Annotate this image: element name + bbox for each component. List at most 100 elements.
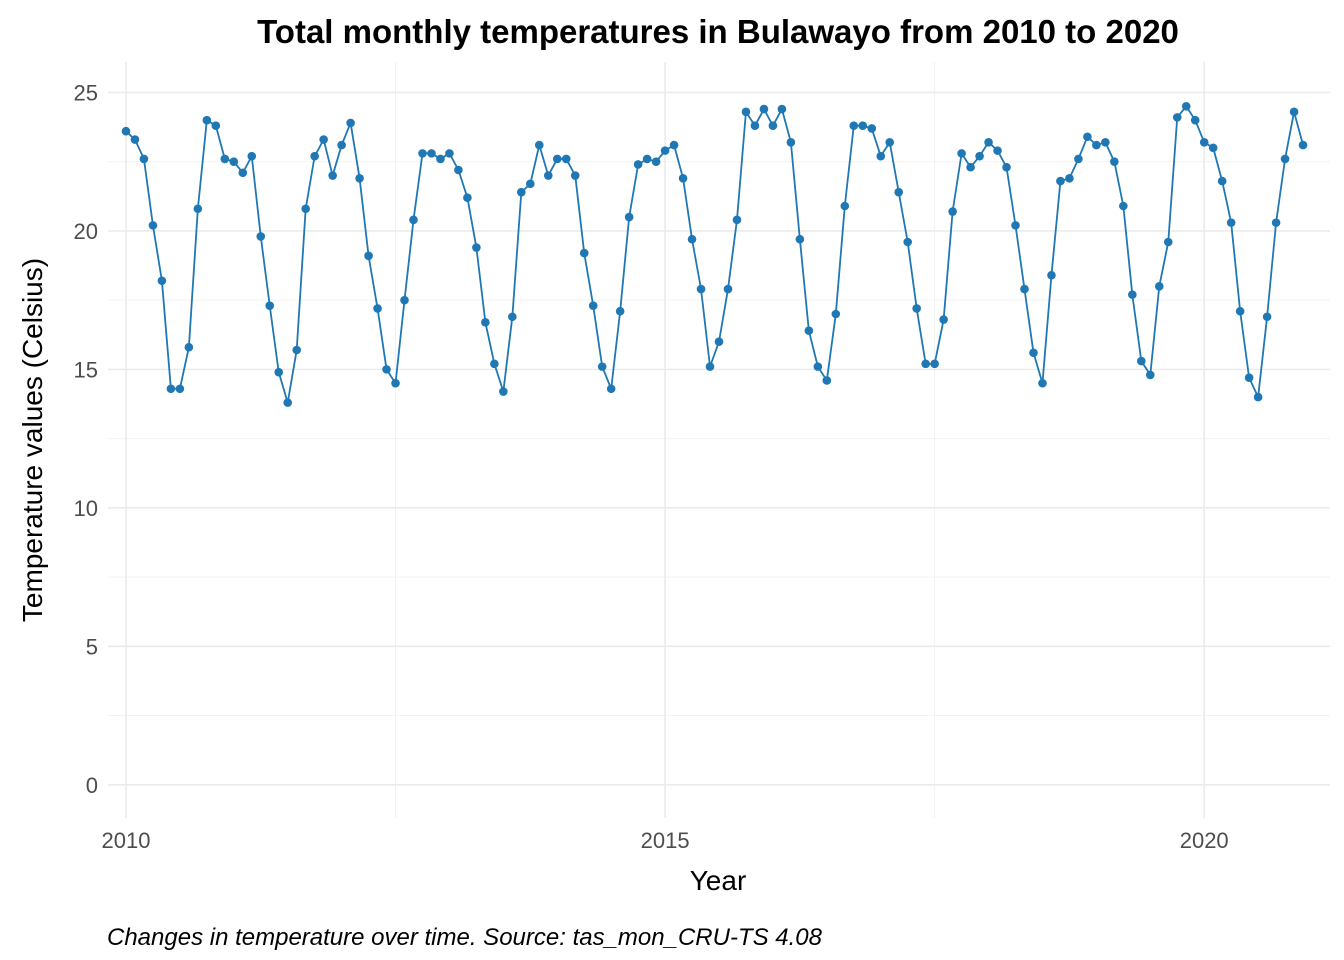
- data-point: [588, 301, 598, 310]
- y-tick-labels: 0 5 10 15 20 25: [74, 80, 98, 797]
- data-point: [606, 384, 616, 394]
- data-point: [534, 140, 544, 150]
- x-axis-title: Year: [690, 865, 747, 896]
- chart-caption: Changes in temperature over time. Source…: [107, 924, 823, 951]
- data-point: [382, 365, 391, 374]
- data-point: [993, 146, 1002, 155]
- data-point: [400, 295, 409, 305]
- data-point: [876, 151, 886, 161]
- data-point: [1011, 221, 1020, 230]
- data-point: [328, 171, 337, 180]
- data-point: [813, 362, 823, 371]
- data-point: [445, 149, 454, 158]
- data-point: [427, 149, 436, 158]
- data-point: [687, 234, 697, 244]
- data-point: [508, 312, 517, 322]
- data-point: [256, 232, 266, 241]
- x-tick-label: 2015: [641, 828, 690, 853]
- data-point: [364, 251, 373, 261]
- data-point: [615, 306, 625, 316]
- data-point: [472, 243, 481, 252]
- data-point: [1029, 348, 1038, 358]
- data-point: [310, 151, 319, 161]
- data-point: [301, 204, 310, 214]
- data-point: [337, 140, 346, 150]
- data-points: [121, 102, 1308, 407]
- data-point: [561, 154, 571, 164]
- data-point: [660, 146, 670, 155]
- data-point: [867, 124, 877, 133]
- data-point: [1172, 113, 1182, 122]
- data-point: [1002, 162, 1011, 172]
- data-point: [642, 154, 652, 164]
- data-point: [624, 212, 634, 222]
- data-point: [355, 174, 364, 183]
- data-point: [1119, 201, 1128, 211]
- data-point: [957, 149, 966, 158]
- data-point: [678, 174, 688, 183]
- data-point: [597, 362, 607, 371]
- data-point: [319, 135, 328, 144]
- data-point: [849, 121, 859, 130]
- data-point: [885, 138, 895, 147]
- data-point: [1101, 138, 1110, 147]
- data-point: [1038, 378, 1047, 388]
- data-point: [1244, 373, 1254, 382]
- data-point: [984, 138, 993, 147]
- data-point: [1226, 218, 1236, 227]
- data-point: [786, 138, 796, 147]
- data-point: [274, 367, 284, 377]
- y-tick-label: 15: [74, 357, 98, 382]
- data-point: [714, 337, 724, 346]
- data-point: [499, 387, 508, 396]
- data-point: [732, 215, 742, 225]
- data-point: [292, 345, 301, 355]
- data-point: [1280, 154, 1290, 164]
- data-point: [858, 121, 868, 130]
- data-point: [1056, 176, 1065, 186]
- data-point: [454, 165, 463, 175]
- data-point: [768, 121, 778, 130]
- data-point: [265, 301, 275, 310]
- x-tick-label: 2010: [101, 828, 150, 853]
- data-point: [840, 201, 850, 211]
- data-point: [1128, 290, 1137, 299]
- data-point: [175, 384, 185, 394]
- data-point: [526, 179, 535, 189]
- x-tick-labels: 2010 2015 2020: [101, 828, 1228, 853]
- data-point: [148, 221, 158, 230]
- data-point: [912, 304, 921, 313]
- data-point: [1289, 107, 1299, 117]
- data-point: [211, 121, 221, 130]
- data-point: [1208, 143, 1218, 153]
- y-tick-label: 20: [74, 219, 98, 244]
- data-point: [220, 154, 230, 164]
- data-point: [552, 154, 562, 164]
- data-point: [741, 107, 751, 117]
- data-point: [759, 104, 769, 114]
- data-point: [777, 104, 787, 114]
- data-point: [633, 160, 643, 169]
- y-tick-label: 0: [86, 773, 98, 798]
- data-point: [1092, 140, 1101, 150]
- data-point: [463, 193, 472, 202]
- data-point: [696, 284, 706, 294]
- data-point: [1145, 370, 1155, 380]
- data-point: [1110, 157, 1119, 166]
- data-point: [1190, 115, 1200, 125]
- data-point: [1047, 270, 1056, 280]
- plot-grid: [108, 62, 1330, 818]
- data-point: [391, 378, 400, 388]
- chart-title: Total monthly temperatures in Bulawayo f…: [257, 13, 1179, 50]
- data-point: [517, 187, 526, 197]
- data-point: [975, 151, 984, 161]
- data-point: [121, 126, 131, 136]
- data-point: [705, 362, 715, 371]
- data-point: [247, 151, 257, 161]
- data-point: [157, 276, 167, 286]
- data-point: [1065, 174, 1074, 183]
- data-point: [948, 207, 957, 216]
- data-point: [373, 304, 382, 313]
- data-point: [903, 237, 912, 247]
